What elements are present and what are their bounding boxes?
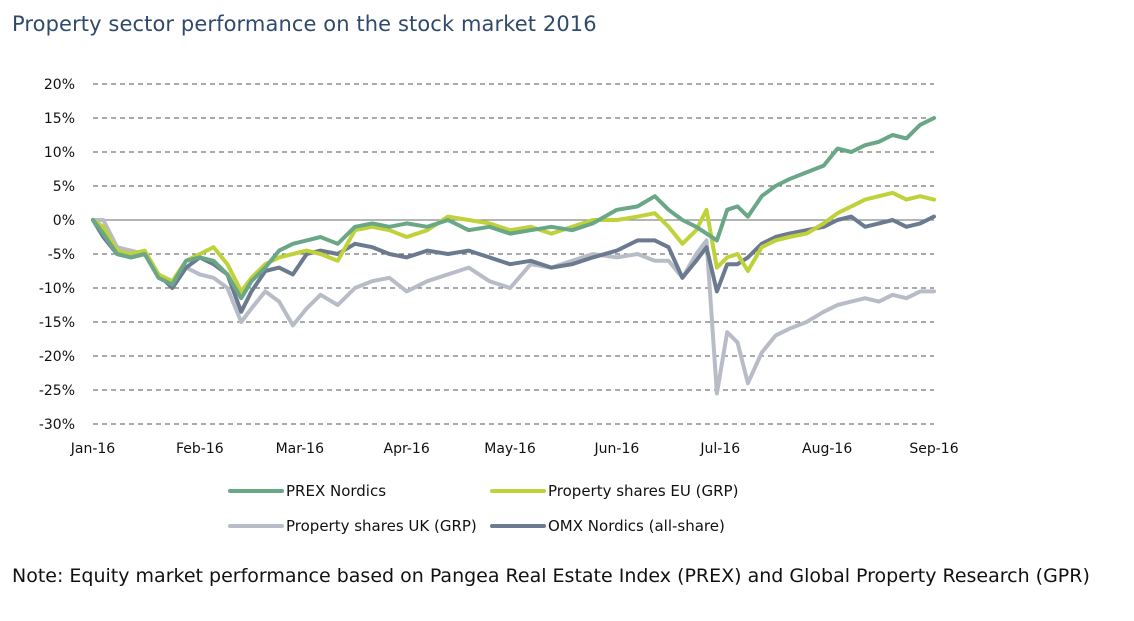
- x-tick-label: Jun-16: [594, 441, 640, 457]
- y-tick-label: -5%: [48, 247, 75, 263]
- x-tick-label: Feb-16: [176, 441, 224, 457]
- x-tick-label: Jan-16: [70, 441, 116, 457]
- chart-title: Property sector performance on the stock…: [12, 12, 597, 36]
- y-tick-label: -20%: [39, 349, 75, 365]
- y-tick-label: -10%: [39, 281, 75, 297]
- y-tick-label: 20%: [44, 77, 75, 93]
- series-line-property-shares-eu-grp: [91, 190, 936, 294]
- y-tick-label: -25%: [39, 383, 75, 399]
- legend-label: OMX Nordics (all-share): [548, 517, 725, 535]
- legend-label: Property shares UK (GRP): [286, 517, 477, 535]
- y-tick-label: 0%: [53, 213, 75, 229]
- x-tick-label: Jul-16: [699, 441, 740, 457]
- series-lines: [91, 116, 936, 396]
- y-axis-ticks: 20% 15% 10% 5% 0% -5% -10% -15% -20% -25% -30%: [39, 77, 75, 433]
- x-tick-label: Sep-16: [909, 441, 958, 457]
- x-axis-ticks: Jan-16 Feb-16 Mar-16 Apr-16 May-16 Jun-16 Jul-…: [70, 441, 959, 457]
- grid-lines: [93, 83, 934, 425]
- y-tick-label: -15%: [39, 315, 75, 331]
- x-tick-label: May-16: [484, 441, 536, 457]
- series-line-prex-nordics: [91, 116, 936, 301]
- footnote: Note: Equity market performance based on…: [12, 565, 1090, 587]
- legend-label: PREX Nordics: [286, 482, 386, 500]
- series-line-property-shares-uk-grp: [91, 218, 936, 396]
- x-tick-label: Mar-16: [276, 441, 324, 457]
- y-tick-label: 15%: [44, 111, 75, 127]
- y-tick-label: -30%: [39, 417, 75, 433]
- y-tick-label: 5%: [53, 179, 75, 195]
- x-tick-label: Aug-16: [802, 441, 852, 457]
- x-tick-label: Apr-16: [384, 441, 430, 457]
- y-tick-label: 10%: [44, 145, 75, 161]
- legend: PREX Nordics Property shares EU (GRP) Prop…: [228, 482, 738, 535]
- series-line-omx-nordics-all-share: [91, 214, 936, 314]
- legend-label: Property shares EU (GRP): [548, 482, 738, 500]
